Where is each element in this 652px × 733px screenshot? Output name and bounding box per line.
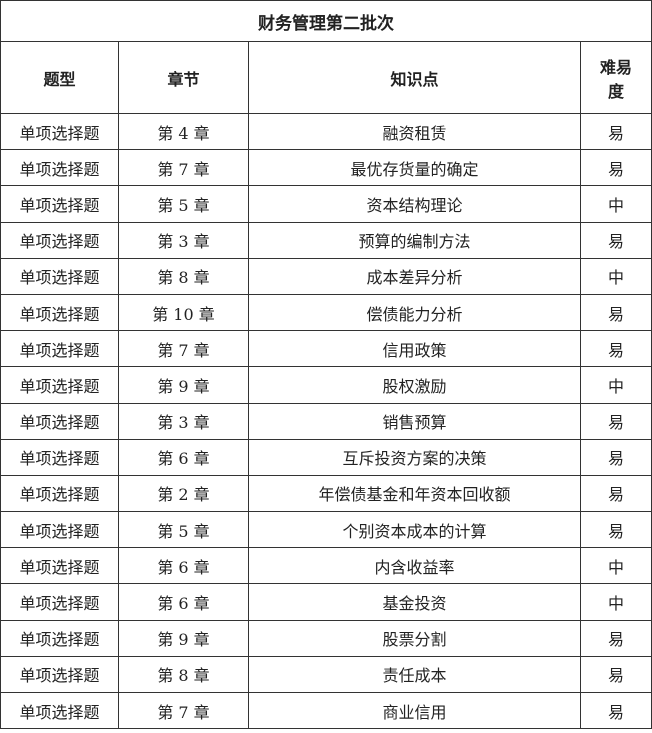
cell-chapter: 第 7 章 <box>118 691 249 730</box>
cell-chapter: 第 8 章 <box>118 257 249 295</box>
cell-type: 单项选择题 <box>0 547 119 585</box>
cell-difficulty: 中 <box>580 583 652 621</box>
cell-knowledge-point: 内含收益率 <box>248 547 581 585</box>
cell-difficulty: 易 <box>580 474 652 513</box>
cell-knowledge-point: 偿债能力分析 <box>248 293 581 332</box>
cell-difficulty: 易 <box>580 691 652 730</box>
cell-type: 单项选择题 <box>0 583 119 621</box>
table-row: 单项选择题第 6 章互斥投资方案的决策易 <box>0 438 652 476</box>
cell-chapter: 第 4 章 <box>118 112 249 151</box>
cell-difficulty: 易 <box>580 149 652 187</box>
header-knowledge-point: 知识点 <box>248 41 581 114</box>
cell-chapter: 第 8 章 <box>118 655 249 694</box>
cell-difficulty: 中 <box>580 257 652 295</box>
table-row: 单项选择题第 7 章信用政策易 <box>0 330 652 368</box>
header-type: 题型 <box>0 41 119 114</box>
cell-type: 单项选择题 <box>0 474 119 513</box>
cell-difficulty: 易 <box>580 221 652 259</box>
cell-type: 单项选择题 <box>0 619 119 657</box>
cell-knowledge-point: 年偿债基金和年资本回收额 <box>248 474 581 513</box>
cell-knowledge-point: 商业信用 <box>248 691 581 730</box>
table-row: 单项选择题第 9 章股权激励中 <box>0 366 652 404</box>
table-row: 单项选择题第 10 章偿债能力分析易 <box>0 293 652 332</box>
cell-difficulty: 易 <box>580 112 652 151</box>
cell-chapter: 第 9 章 <box>118 366 249 404</box>
cell-difficulty: 易 <box>580 619 652 657</box>
header-chapter: 章节 <box>118 41 249 114</box>
cell-chapter: 第 3 章 <box>118 221 249 259</box>
cell-type: 单项选择题 <box>0 257 119 295</box>
cell-difficulty: 易 <box>580 655 652 694</box>
cell-type: 单项选择题 <box>0 185 119 223</box>
cell-type: 单项选择题 <box>0 655 119 694</box>
table-row: 单项选择题第 4 章融资租赁易 <box>0 112 652 151</box>
cell-knowledge-point: 资本结构理论 <box>248 185 581 223</box>
cell-chapter: 第 5 章 <box>118 511 249 549</box>
cell-chapter: 第 10 章 <box>118 293 249 332</box>
table-row: 单项选择题第 3 章预算的编制方法易 <box>0 221 652 259</box>
cell-knowledge-point: 销售预算 <box>248 402 581 440</box>
cell-difficulty: 中 <box>580 185 652 223</box>
table-row: 单项选择题第 6 章基金投资中 <box>0 583 652 621</box>
cell-type: 单项选择题 <box>0 293 119 332</box>
cell-type: 单项选择题 <box>0 112 119 151</box>
cell-type: 单项选择题 <box>0 402 119 440</box>
cell-type: 单项选择题 <box>0 438 119 476</box>
header-difficulty: 难易度 <box>580 41 652 114</box>
cell-chapter: 第 5 章 <box>118 185 249 223</box>
cell-knowledge-point: 互斥投资方案的决策 <box>248 438 581 476</box>
cell-knowledge-point: 责任成本 <box>248 655 581 694</box>
table-title: 财务管理第二批次 <box>0 0 652 42</box>
cell-knowledge-point: 信用政策 <box>248 330 581 368</box>
table-row: 单项选择题第 7 章最优存货量的确定易 <box>0 149 652 187</box>
table-row: 单项选择题第 5 章资本结构理论中 <box>0 185 652 223</box>
cell-type: 单项选择题 <box>0 691 119 730</box>
cell-difficulty: 中 <box>580 547 652 585</box>
cell-type: 单项选择题 <box>0 366 119 404</box>
cell-type: 单项选择题 <box>0 511 119 549</box>
cell-difficulty: 易 <box>580 402 652 440</box>
cell-knowledge-point: 股票分割 <box>248 619 581 657</box>
table-row: 单项选择题第 8 章成本差异分析中 <box>0 257 652 295</box>
cell-chapter: 第 9 章 <box>118 619 249 657</box>
cell-chapter: 第 6 章 <box>118 438 249 476</box>
cell-chapter: 第 6 章 <box>118 583 249 621</box>
cell-difficulty: 易 <box>580 438 652 476</box>
cell-knowledge-point: 预算的编制方法 <box>248 221 581 259</box>
cell-type: 单项选择题 <box>0 221 119 259</box>
table-row: 单项选择题第 6 章内含收益率中 <box>0 547 652 585</box>
cell-difficulty: 易 <box>580 511 652 549</box>
cell-chapter: 第 7 章 <box>118 330 249 368</box>
cell-knowledge-point: 股权激励 <box>248 366 581 404</box>
cell-knowledge-point: 个别资本成本的计算 <box>248 511 581 549</box>
table-row: 单项选择题第 5 章个别资本成本的计算易 <box>0 511 652 549</box>
cell-knowledge-point: 最优存货量的确定 <box>248 149 581 187</box>
cell-difficulty: 易 <box>580 293 652 332</box>
cell-type: 单项选择题 <box>0 330 119 368</box>
table-row: 单项选择题第 3 章销售预算易 <box>0 402 652 440</box>
cell-chapter: 第 7 章 <box>118 149 249 187</box>
table-row: 单项选择题第 8 章责任成本易 <box>0 655 652 694</box>
table-row: 单项选择题第 9 章股票分割易 <box>0 619 652 657</box>
cell-knowledge-point: 融资租赁 <box>248 112 581 151</box>
table-row: 单项选择题第 2 章年偿债基金和年资本回收额易 <box>0 474 652 513</box>
cell-chapter: 第 3 章 <box>118 402 249 440</box>
cell-type: 单项选择题 <box>0 149 119 187</box>
cell-difficulty: 易 <box>580 330 652 368</box>
cell-chapter: 第 6 章 <box>118 547 249 585</box>
cell-knowledge-point: 基金投资 <box>248 583 581 621</box>
table-row: 单项选择题第 7 章商业信用易 <box>0 691 652 730</box>
cell-difficulty: 中 <box>580 366 652 404</box>
cell-knowledge-point: 成本差异分析 <box>248 257 581 295</box>
cell-chapter: 第 2 章 <box>118 474 249 513</box>
